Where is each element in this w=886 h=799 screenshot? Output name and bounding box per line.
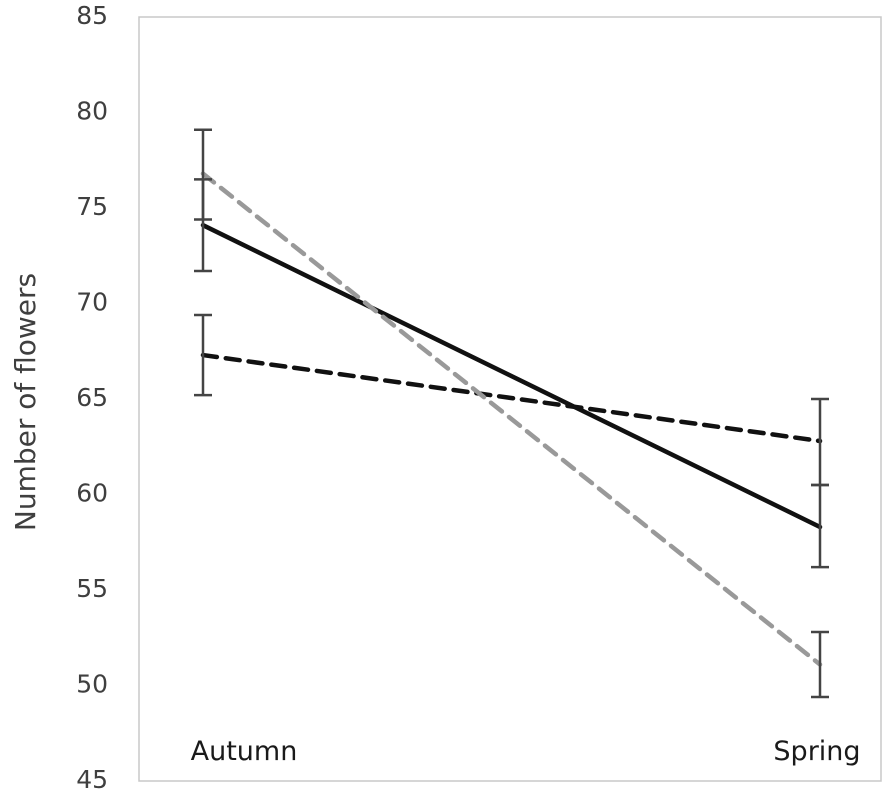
category-label: Spring	[773, 736, 860, 767]
series-line	[200, 171, 823, 667]
y-tick-label: 80	[76, 97, 108, 126]
category-label: Autumn	[191, 736, 298, 767]
y-tick-label: 70	[76, 288, 108, 317]
y-tick-label: 85	[76, 1, 108, 30]
plot-area-border	[138, 16, 882, 782]
series-line	[200, 352, 823, 444]
y-tick-label: 60	[76, 479, 108, 508]
y-tick-label: 50	[76, 670, 108, 699]
category-labels: Autumn Spring	[191, 736, 861, 767]
y-tick-label: 45	[76, 765, 108, 794]
series-layer	[200, 171, 823, 667]
y-tick-labels: 45 50 55 60 65 70 75 80 85	[76, 1, 108, 794]
series-line	[200, 222, 823, 530]
y-tick-label: 75	[76, 192, 108, 221]
y-tick-label: 65	[76, 383, 108, 412]
error-bars	[194, 128, 829, 699]
y-tick-label: 55	[76, 574, 108, 603]
y-axis-title: Number of flowers	[9, 273, 42, 531]
